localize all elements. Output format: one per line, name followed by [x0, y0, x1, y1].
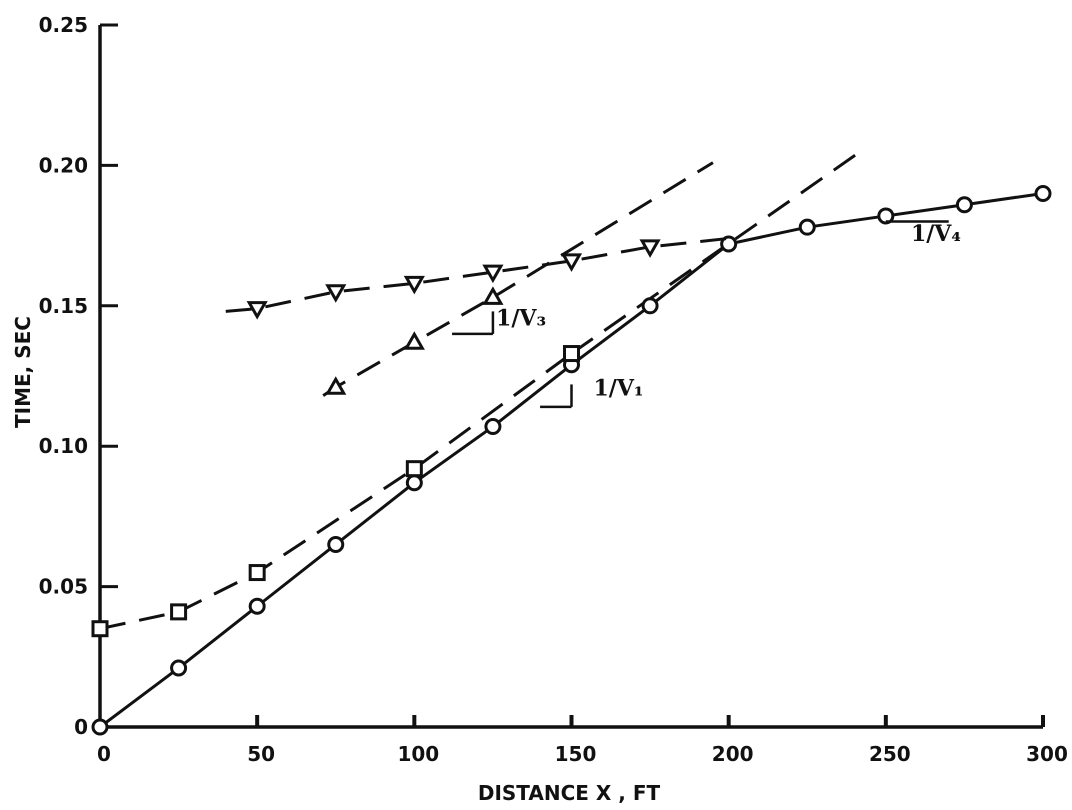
triangle-up-marker — [482, 286, 504, 305]
y-tick-label: 0 — [74, 715, 88, 739]
circle-marker — [1034, 184, 1052, 202]
square-marker — [170, 603, 188, 621]
circle-marker — [248, 597, 266, 615]
square-marker — [405, 460, 423, 478]
circle-marker — [798, 218, 816, 236]
x-tick-label: 300 — [1026, 742, 1068, 766]
triangle-down-marker — [403, 275, 425, 295]
y-tick-label: 0.05 — [39, 575, 88, 599]
square-marker — [248, 564, 266, 582]
triangle-down-marker — [482, 264, 504, 284]
x-tick-label: 0 — [97, 742, 111, 766]
triangle-down-marker — [325, 284, 347, 303]
x-tick-label: 50 — [247, 742, 275, 766]
circle-marker — [877, 207, 895, 225]
slope-annotation: 1/V₃ — [496, 305, 546, 331]
y-tick-label: 0.25 — [39, 13, 88, 37]
circle-marker — [327, 535, 345, 553]
x-axis-title: DISTANCE X , FT — [478, 781, 661, 805]
plot-area — [91, 150, 1052, 736]
x-tick-label: 200 — [712, 742, 754, 766]
square-marker — [563, 345, 580, 363]
triangle-down-marker — [246, 301, 268, 320]
series-line — [225, 236, 729, 313]
circle-marker — [170, 659, 188, 677]
circle-marker — [955, 196, 973, 214]
y-axis-title: TIME, SEC — [11, 316, 35, 428]
slope-annotation: 1/V₄ — [911, 221, 961, 247]
y-tick-label: 0.20 — [39, 153, 88, 177]
x-tick-label: 150 — [555, 742, 597, 766]
y-tick-label: 0.15 — [39, 294, 88, 318]
square-marker — [91, 620, 109, 638]
circle-marker — [484, 418, 502, 436]
labels: 1/V₁ 1/V₃ 1/V₄ — [496, 221, 961, 401]
circle-marker — [405, 474, 423, 492]
axes: 0 50 100 150 200 250 300 0 0.05 0.10 0.15 0.20 0.25 D… — [11, 13, 1068, 805]
x-tick-label: 250 — [869, 742, 911, 766]
circle-marker — [720, 235, 738, 253]
circle-marker — [91, 718, 109, 736]
triangle-down-marker — [639, 239, 661, 258]
triangle-up-marker — [403, 331, 425, 350]
triangle-down-marker — [560, 253, 583, 272]
y-tick-label: 0.10 — [39, 434, 88, 458]
series-line — [99, 191, 1044, 729]
reference-line — [492, 161, 714, 299]
x-tick-label: 100 — [397, 742, 439, 766]
triangle-up-marker — [325, 376, 347, 395]
series-line — [99, 352, 573, 631]
slope-annotation: 1/V₁ — [594, 376, 644, 402]
circle-marker — [641, 297, 659, 315]
